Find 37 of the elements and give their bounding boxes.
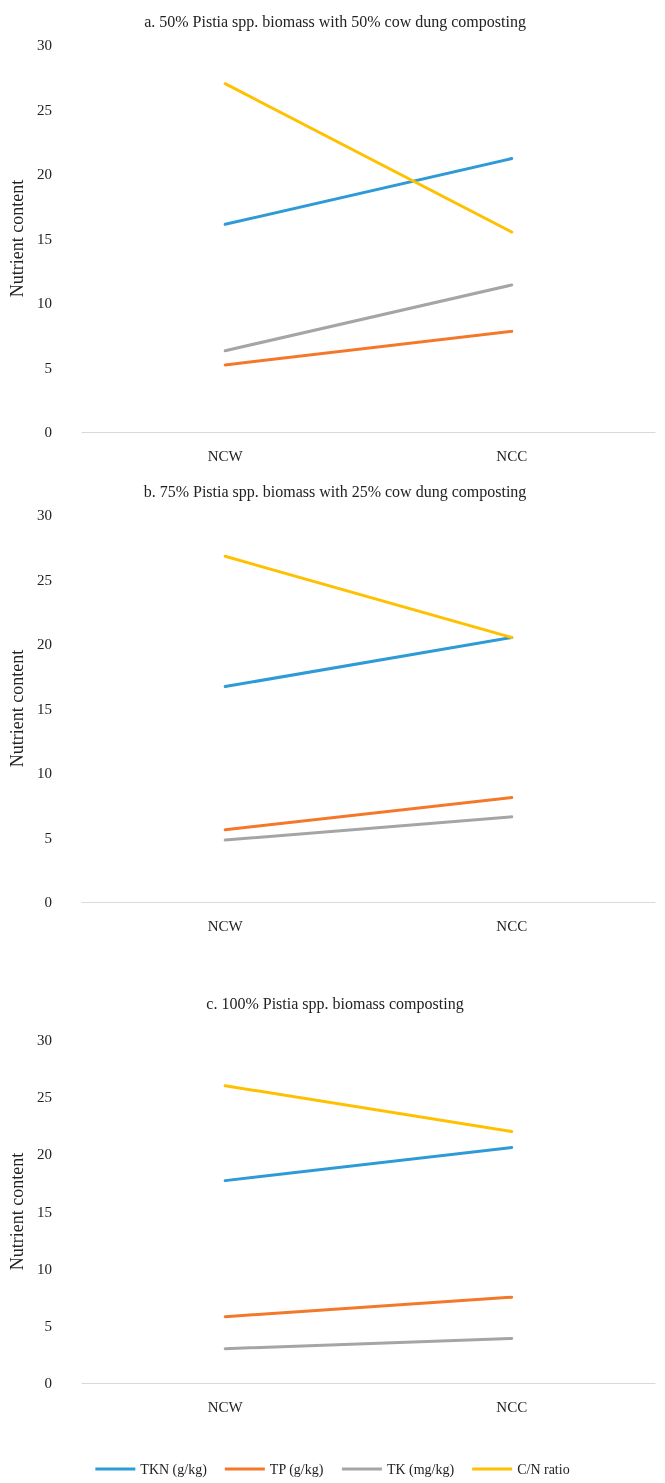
y-tick-label: 0 <box>44 894 52 910</box>
x-tick-label: NCW <box>207 1398 244 1415</box>
y-tick-label: 10 <box>36 1260 52 1277</box>
y-tick-label: 25 <box>36 571 52 588</box>
legend-label: TK (mg/kg) <box>386 1461 455 1478</box>
y-tick-label: 5 <box>44 359 52 376</box>
y-tick-label: 15 <box>36 230 52 247</box>
y-tick-label: 30 <box>36 1032 52 1048</box>
x-tick-label: NCW <box>207 447 244 464</box>
legend-label: TKN (g/kg) <box>140 1461 208 1478</box>
y-tick-label: 20 <box>36 1146 52 1163</box>
y-tick-label: 20 <box>36 636 52 652</box>
legend-label: TP (g/kg) <box>269 1461 324 1478</box>
y-tick-label: 30 <box>36 507 52 523</box>
y-tick-label: 15 <box>36 700 52 717</box>
x-tick-label: NCC <box>496 1398 528 1415</box>
y-tick-label: 10 <box>36 295 52 311</box>
y-tick-label: 25 <box>36 101 52 118</box>
x-tick-label: NCW <box>207 917 244 934</box>
legend-label: C/N ratio <box>517 1461 570 1477</box>
y-tick-label: 0 <box>44 1375 52 1391</box>
y-tick-label: 15 <box>36 1203 52 1220</box>
x-tick-label: NCC <box>496 447 528 464</box>
chart-title: b. 75% Pistia spp. biomass with 25% cow dung composting <box>143 482 527 501</box>
chart-title: a. 50% Pistia spp. biomass with 50% cow dung composting <box>144 12 526 31</box>
y-tick-label: 20 <box>36 166 52 182</box>
y-tick-label: 0 <box>44 424 52 440</box>
chart-title: c. 100% Pistia spp. biomass composting <box>206 994 464 1013</box>
y-tick-label: 5 <box>44 829 52 846</box>
y-axis-title: Nutrient content <box>7 179 27 298</box>
y-tick-label: 30 <box>36 37 52 53</box>
y-tick-label: 25 <box>36 1089 52 1106</box>
x-tick-label: NCC <box>496 917 528 934</box>
y-axis-title: Nutrient content <box>7 649 27 768</box>
y-axis-title: Nutrient content <box>7 1152 27 1271</box>
y-tick-label: 10 <box>36 765 52 781</box>
y-tick-label: 5 <box>44 1317 52 1334</box>
